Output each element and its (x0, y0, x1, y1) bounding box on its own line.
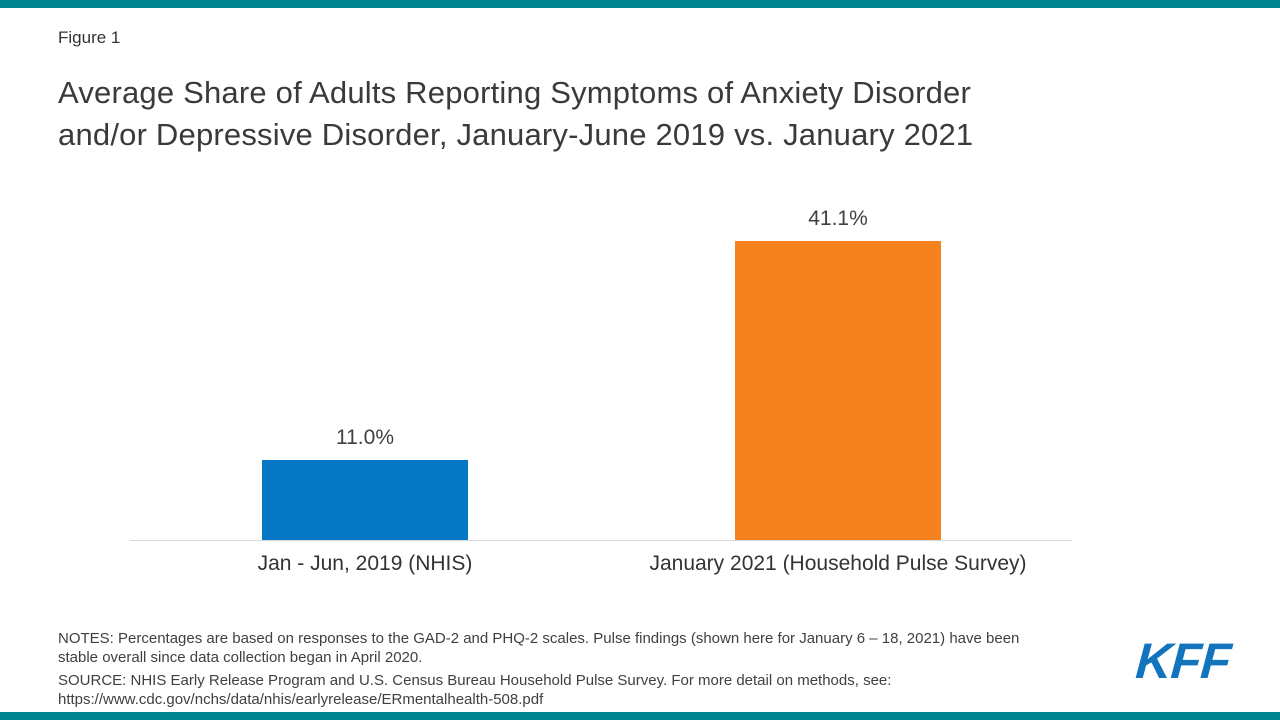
chart-title-line-1: Average Share of Adults Reporting Sympto… (58, 75, 972, 110)
bar-group-2019: 11.0% (262, 426, 468, 540)
x-axis-baseline (130, 540, 1072, 541)
bar-value-label-2021: 41.1% (808, 207, 868, 230)
source-url: https://www.cdc.gov/nchs/data/nhis/early… (58, 691, 544, 708)
chart-title: Average Share of Adults Reporting Sympto… (58, 72, 1218, 156)
bar-2021 (735, 241, 941, 540)
notes-line-2: stable overall since data collection beg… (58, 649, 423, 666)
bottom-accent-strip (0, 712, 1280, 720)
source-line-1: SOURCE: NHIS Early Release Program and U… (58, 672, 892, 689)
category-label-2019: Jan - Jun, 2019 (NHIS) (257, 552, 473, 575)
bar-group-2021: 41.1% (735, 207, 941, 540)
bar-2019 (262, 460, 468, 540)
notes-text: NOTES: Percentages are based on response… (58, 629, 1118, 667)
chart-title-line-2: and/or Depressive Disorder, January-June… (58, 117, 974, 152)
footnotes: NOTES: Percentages are based on response… (58, 629, 1118, 713)
top-accent-strip (0, 0, 1280, 8)
kff-logo: KFF (1133, 633, 1232, 689)
category-label-2021: January 2021 (Household Pulse Survey) (649, 552, 1027, 575)
notes-line-1: NOTES: Percentages are based on response… (58, 630, 1020, 647)
source-text: SOURCE: NHIS Early Release Program and U… (58, 671, 1118, 709)
bar-value-label-2019: 11.0% (336, 426, 394, 449)
figure-label: Figure 1 (58, 28, 121, 47)
